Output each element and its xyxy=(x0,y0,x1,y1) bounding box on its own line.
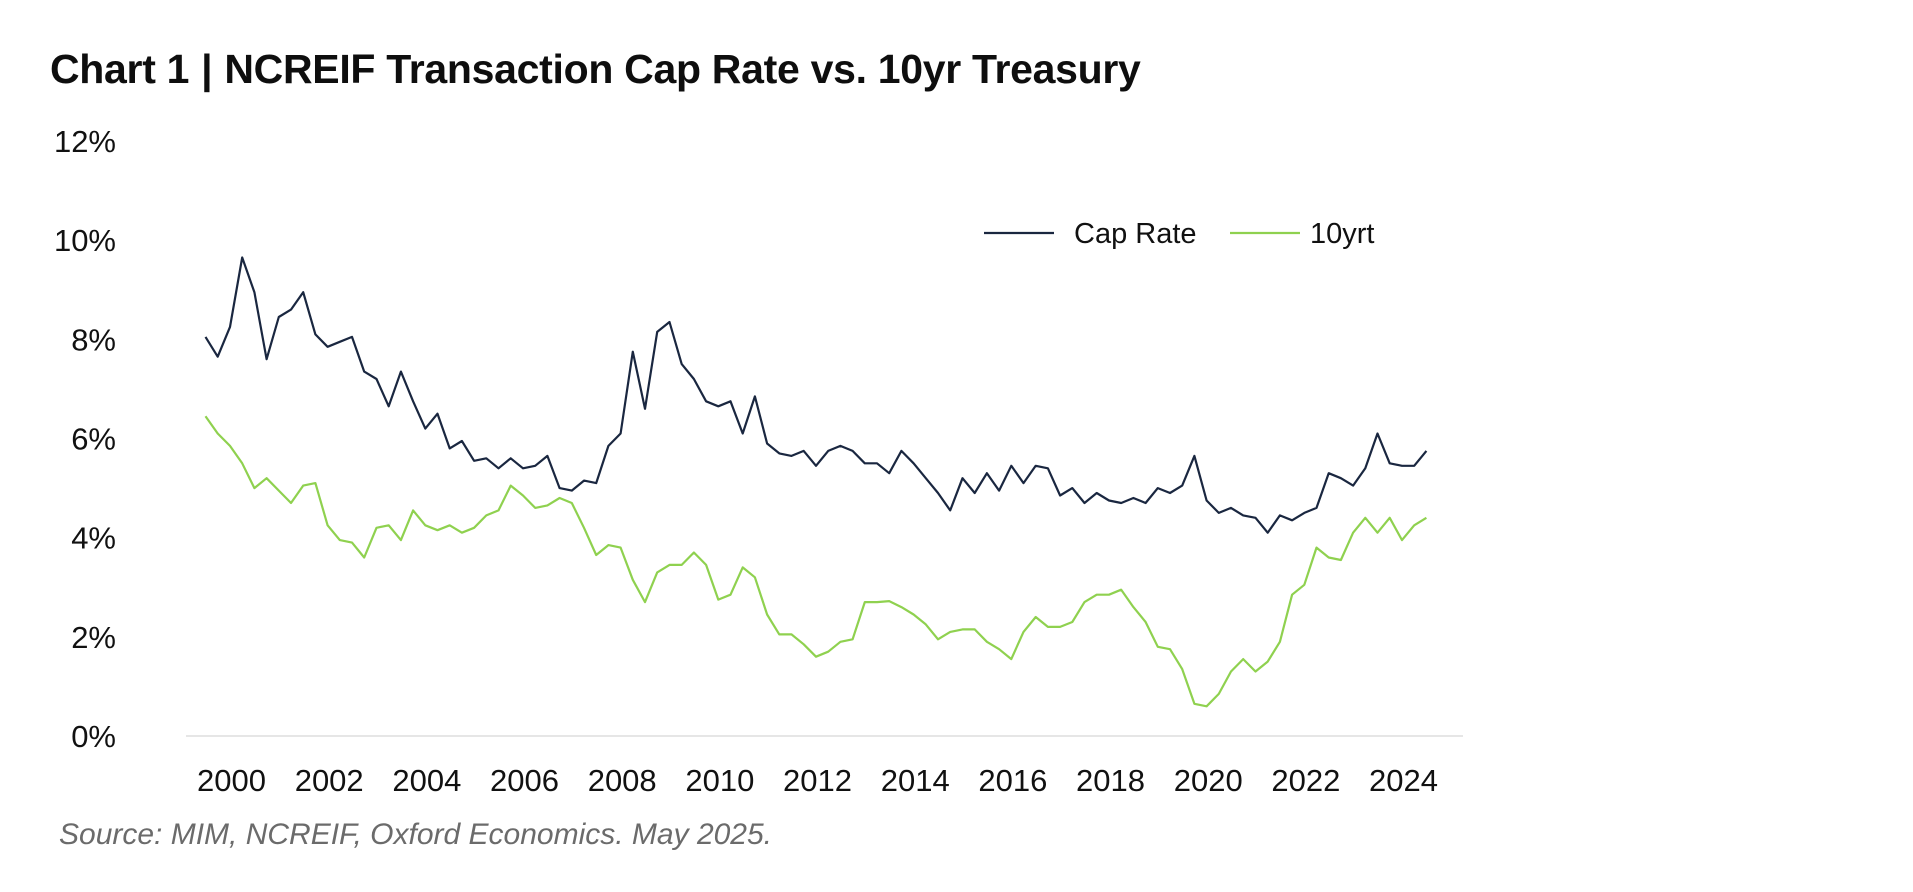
y-axis: 0% 2% 4% 6% 8% 10% 12% xyxy=(54,124,116,754)
chart-legend: Cap Rate 10yrt xyxy=(984,218,1374,250)
legend-label: 10yrt xyxy=(1310,218,1374,250)
series-cap-rate-line xyxy=(204,256,1428,534)
x-tick-label: 2004 xyxy=(392,763,461,798)
y-tick-label: 8% xyxy=(71,322,116,357)
series-10yrt-line xyxy=(204,415,1427,708)
x-tick-label: 2020 xyxy=(1174,763,1243,798)
x-tick-label: 2000 xyxy=(197,763,266,798)
x-tick-label: 2002 xyxy=(295,763,364,798)
x-tick-label: 2006 xyxy=(490,763,559,798)
x-axis: 2000 2002 2004 2006 2008 2010 2012 2014 2016 2018… xyxy=(186,735,1463,798)
legend-10yrt: 10yrt xyxy=(1230,218,1374,250)
x-tick-label: 2012 xyxy=(783,763,852,798)
x-tick-label: 2024 xyxy=(1369,763,1438,798)
x-tick-label: 2018 xyxy=(1076,763,1145,798)
x-tick-label: 2010 xyxy=(685,763,754,798)
y-tick-label: 4% xyxy=(71,521,116,556)
x-tick-label: 2016 xyxy=(978,763,1047,798)
y-tick-label: 10% xyxy=(54,223,116,258)
legend-cap-rate: Cap Rate xyxy=(984,218,1197,250)
x-tick-label: 2008 xyxy=(588,763,657,798)
y-tick-label: 0% xyxy=(71,719,116,754)
chart-title-text: NCREIF Transaction Cap Rate vs. 10yr Tre… xyxy=(224,46,1141,92)
y-tick-label: 12% xyxy=(54,124,116,159)
title-separator: | xyxy=(201,46,213,92)
x-tick-label: 2022 xyxy=(1271,763,1340,798)
legend-label: Cap Rate xyxy=(1074,218,1197,250)
y-tick-label: 2% xyxy=(71,620,116,655)
x-tick-label: 2014 xyxy=(881,763,950,798)
series-layer xyxy=(204,256,1428,708)
chart-label: Chart 1 xyxy=(50,46,190,92)
y-tick-label: 6% xyxy=(71,422,116,457)
chart-title: Chart 1 | NCREIF Transaction Cap Rate vs. … xyxy=(50,46,1141,93)
source-note: Source: MIM, NCREIF, Oxford Economics. M… xyxy=(59,818,773,851)
